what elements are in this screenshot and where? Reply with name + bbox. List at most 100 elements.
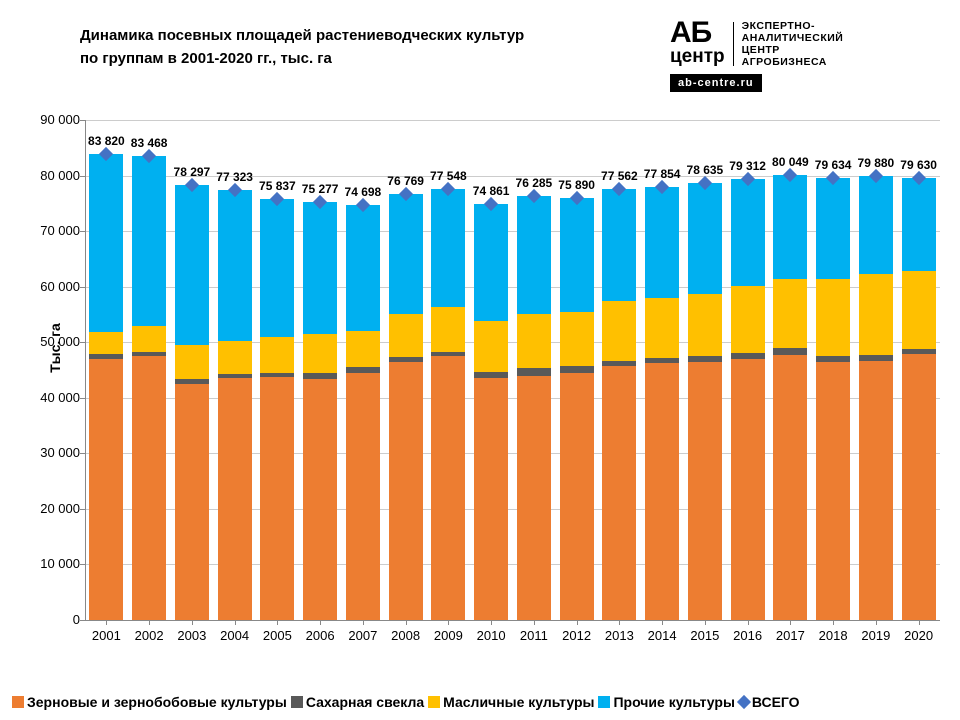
bar-segment <box>602 189 636 300</box>
y-tick-label: 80 000 <box>30 168 80 183</box>
bar-segment <box>816 356 850 362</box>
bar-segment <box>303 334 337 373</box>
bar-segment <box>902 349 936 354</box>
total-label: 78 635 <box>687 163 724 177</box>
total-label: 77 562 <box>601 169 638 183</box>
bar-segment <box>731 353 765 359</box>
x-tick-label: 2010 <box>477 628 506 643</box>
bar-segment <box>560 312 594 367</box>
y-tick-label: 30 000 <box>30 445 80 460</box>
bar-segment <box>89 332 123 354</box>
bar-segment <box>389 357 423 361</box>
bar-segment <box>517 376 551 620</box>
x-tick-label: 2017 <box>776 628 805 643</box>
logo-site-badge: ab-centre.ru <box>670 74 762 92</box>
x-tick-label: 2008 <box>391 628 420 643</box>
bar-segment <box>645 358 679 363</box>
bar-segment <box>175 345 209 379</box>
chart-title-line2: по группам в 2001-2020 гг., тыс. га <box>80 48 660 71</box>
x-tick-label: 2014 <box>648 628 677 643</box>
total-label: 79 312 <box>729 159 766 173</box>
legend-swatch-icon <box>12 696 24 708</box>
x-tick-label: 2011 <box>520 628 548 643</box>
bar-segment <box>346 367 380 373</box>
bar-segment <box>816 362 850 620</box>
bar-segment <box>645 187 679 297</box>
logo-ab: АБ <box>670 20 725 46</box>
x-tick-label: 2006 <box>306 628 335 643</box>
bar-segment <box>645 298 679 359</box>
x-tick-label: 2020 <box>904 628 933 643</box>
bar-segment <box>560 373 594 620</box>
logo-block: АБ центр ЭКСПЕРТНО- АНАЛИТИЧЕСКИЙ ЦЕНТР … <box>670 20 930 92</box>
bar-segment <box>517 196 551 314</box>
bar-segment <box>816 178 850 279</box>
chart-title-block: Динамика посевных площадей растениеводче… <box>80 25 660 70</box>
bar-segment <box>474 204 508 320</box>
bar-segment <box>560 366 594 372</box>
bar-segment <box>431 307 465 351</box>
x-tick-label: 2015 <box>690 628 719 643</box>
bar-segment <box>431 189 465 307</box>
bars-container: 83 82083 46878 29777 32375 83775 27774 6… <box>85 120 940 620</box>
bar-segment <box>688 294 722 356</box>
bar-segment <box>389 362 423 620</box>
bar-segment <box>218 190 252 340</box>
total-label: 74 861 <box>473 184 510 198</box>
x-tick-label: 2007 <box>348 628 377 643</box>
total-label: 77 854 <box>644 167 681 181</box>
bar-segment <box>260 373 294 377</box>
bar-segment <box>346 205 380 331</box>
y-tick-label: 20 000 <box>30 501 80 516</box>
bar-segment <box>260 199 294 337</box>
bar-segment <box>645 363 679 620</box>
y-tick-label: 0 <box>30 612 80 627</box>
total-label: 76 769 <box>387 174 424 188</box>
total-label: 75 890 <box>558 178 595 192</box>
bar-segment <box>175 379 209 384</box>
bar-segment <box>346 373 380 620</box>
x-tick-label: 2002 <box>135 628 164 643</box>
total-label: 83 820 <box>88 134 125 148</box>
total-label: 76 285 <box>516 176 553 190</box>
bar-segment <box>132 326 166 352</box>
x-axis-line <box>85 620 940 621</box>
bar-segment <box>688 362 722 620</box>
bar-segment <box>389 314 423 357</box>
bar-segment <box>517 368 551 375</box>
bar-segment <box>431 356 465 620</box>
bar-segment <box>859 361 893 620</box>
bar-segment <box>132 356 166 620</box>
bar-segment <box>859 355 893 361</box>
bar-segment <box>346 331 380 367</box>
total-label: 79 630 <box>900 158 937 172</box>
bar-segment <box>560 198 594 311</box>
bar-segment <box>773 355 807 620</box>
x-tick-label: 2019 <box>861 628 890 643</box>
y-tick-label: 70 000 <box>30 223 80 238</box>
legend: Зерновые и зернобобовые культуры Сахарна… <box>12 694 948 710</box>
bar-segment <box>816 279 850 356</box>
total-label: 83 468 <box>131 136 168 150</box>
legend-swatch-icon <box>291 696 303 708</box>
bar-segment <box>303 373 337 379</box>
x-tick-label: 2005 <box>263 628 292 643</box>
bar-segment <box>89 354 123 358</box>
bar-segment <box>602 361 636 366</box>
y-tick-label: 10 000 <box>30 556 80 571</box>
bar-segment <box>175 185 209 345</box>
legend-item-total: ВСЕГО <box>739 694 800 710</box>
bar-segment <box>89 359 123 620</box>
total-label: 80 049 <box>772 155 809 169</box>
bar-segment <box>688 183 722 294</box>
total-label: 79 880 <box>858 156 895 170</box>
bar-segment <box>731 286 765 353</box>
bar-segment <box>902 354 936 620</box>
total-label: 77 323 <box>216 170 253 184</box>
legend-swatch-icon <box>598 696 610 708</box>
bar-segment <box>218 378 252 620</box>
legend-diamond-icon <box>737 695 751 709</box>
legend-swatch-icon <box>428 696 440 708</box>
total-label: 77 548 <box>430 169 467 183</box>
bar-segment <box>474 372 508 378</box>
